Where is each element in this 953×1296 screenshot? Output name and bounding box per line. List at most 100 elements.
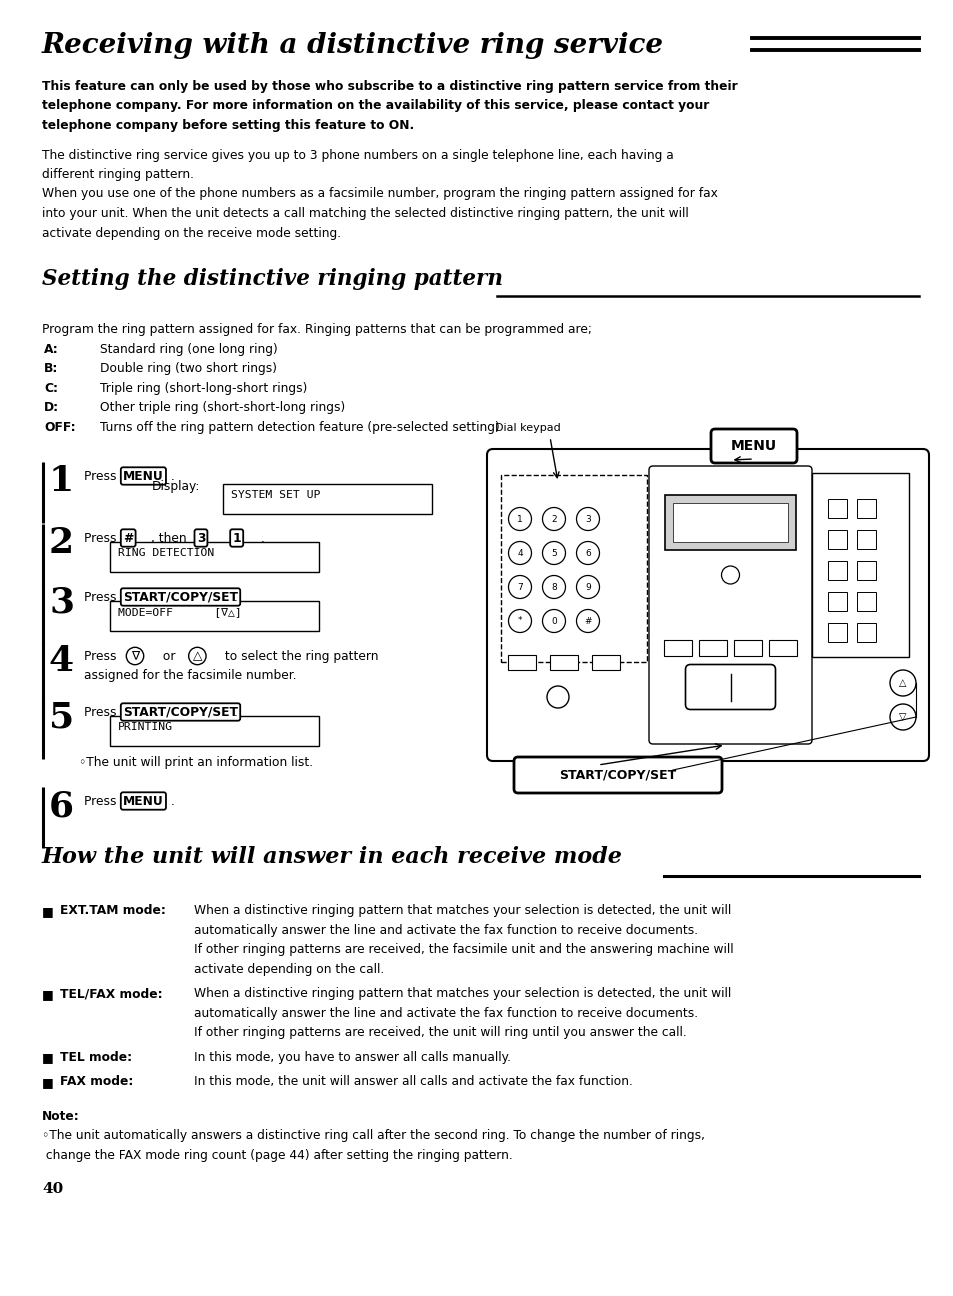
Text: Receiving with a distinctive ring service: Receiving with a distinctive ring servic… (42, 32, 663, 60)
Bar (827, 499, 846, 518)
Text: ■: ■ (42, 1051, 53, 1064)
Circle shape (508, 609, 531, 632)
Text: .: . (260, 531, 264, 544)
Bar (663, 640, 691, 656)
Text: START/COPY/SET: START/COPY/SET (558, 769, 676, 781)
Text: Triple ring (short-long-short rings): Triple ring (short-long-short rings) (100, 381, 307, 394)
Text: 0: 0 (551, 617, 557, 626)
Text: Turns off the ring pattern detection feature (pre-selected setting): Turns off the ring pattern detection fea… (100, 420, 499, 433)
Text: When you use one of the phone numbers as a facsimile number, program the ringing: When you use one of the phone numbers as… (42, 188, 717, 201)
Text: 3: 3 (196, 531, 205, 544)
Text: 5: 5 (49, 700, 74, 734)
Text: 3: 3 (49, 584, 74, 619)
Text: SYSTEM SET UP: SYSTEM SET UP (231, 490, 320, 500)
Text: Press: Press (84, 469, 120, 482)
Text: The distinctive ring service gives you up to 3 phone numbers on a single telepho: The distinctive ring service gives you u… (42, 149, 673, 162)
FancyBboxPatch shape (811, 473, 908, 657)
Bar (856, 561, 875, 581)
Text: 9: 9 (584, 582, 590, 591)
Text: *: * (517, 617, 521, 626)
Text: .: . (233, 591, 237, 604)
FancyBboxPatch shape (514, 757, 721, 793)
Text: activate depending on the receive mode setting.: activate depending on the receive mode s… (42, 227, 341, 240)
Circle shape (889, 670, 915, 696)
Bar (550, 654, 578, 670)
Circle shape (576, 508, 598, 530)
Text: telephone company. For more information on the availability of this service, ple: telephone company. For more information … (42, 100, 709, 113)
Text: How the unit will answer in each receive mode: How the unit will answer in each receive… (42, 846, 622, 868)
Circle shape (508, 508, 531, 530)
Text: △: △ (899, 678, 905, 688)
Text: 2: 2 (49, 526, 74, 560)
Text: Standard ring (one long ring): Standard ring (one long ring) (100, 342, 277, 355)
Text: In this mode, the unit will answer all calls and activate the fax function.: In this mode, the unit will answer all c… (193, 1074, 632, 1089)
Text: automatically answer the line and activate the fax function to receive documents: automatically answer the line and activa… (193, 1007, 698, 1020)
Text: 6: 6 (584, 548, 590, 557)
Text: change the FAX mode ring count (page 44) after setting the ringing pattern.: change the FAX mode ring count (page 44)… (42, 1148, 512, 1161)
Text: ◦The unit will print an information list.: ◦The unit will print an information list… (79, 756, 313, 769)
Text: #: # (583, 617, 591, 626)
Text: Press: Press (84, 794, 120, 807)
Text: 4: 4 (517, 548, 522, 557)
Text: When a distinctive ringing pattern that matches your selection is detected, the : When a distinctive ringing pattern that … (193, 988, 731, 1001)
FancyBboxPatch shape (110, 542, 318, 572)
Circle shape (576, 609, 598, 632)
Text: In this mode, you have to answer all calls manually.: In this mode, you have to answer all cal… (193, 1051, 511, 1064)
Circle shape (508, 542, 531, 565)
Text: or: or (159, 649, 179, 662)
Text: ∇: ∇ (131, 649, 139, 662)
Text: FAX mode:: FAX mode: (60, 1074, 133, 1089)
Text: START/COPY/SET: START/COPY/SET (123, 591, 237, 604)
Text: 7: 7 (517, 582, 522, 591)
Bar (768, 640, 796, 656)
Bar (856, 530, 875, 550)
Bar (856, 592, 875, 610)
Text: △: △ (193, 649, 202, 662)
Text: RING DETECTION: RING DETECTION (118, 548, 214, 559)
FancyBboxPatch shape (223, 483, 432, 515)
Circle shape (542, 609, 565, 632)
Text: START/COPY/SET: START/COPY/SET (123, 705, 237, 718)
FancyBboxPatch shape (710, 429, 796, 463)
Bar (733, 640, 761, 656)
Text: EXT.TAM mode:: EXT.TAM mode: (60, 905, 166, 918)
Text: Press: Press (84, 531, 120, 544)
Text: ■: ■ (42, 905, 53, 918)
Text: , then: , then (152, 531, 191, 544)
Bar (592, 654, 619, 670)
Bar (664, 495, 795, 550)
Bar (672, 503, 787, 542)
Text: MENU: MENU (730, 439, 777, 454)
Text: .: . (171, 794, 174, 807)
Bar (827, 561, 846, 581)
Bar (856, 623, 875, 642)
Text: 4: 4 (49, 644, 74, 678)
Text: 6: 6 (49, 789, 74, 823)
Text: Press: Press (84, 649, 120, 662)
Text: OFF:: OFF: (44, 420, 75, 433)
Circle shape (542, 508, 565, 530)
Circle shape (542, 575, 565, 599)
Bar (827, 530, 846, 550)
Text: #: # (123, 531, 133, 544)
Text: different ringing pattern.: different ringing pattern. (42, 168, 193, 181)
Text: 1: 1 (49, 464, 74, 498)
Text: B:: B: (44, 362, 58, 375)
Text: ■: ■ (42, 1076, 53, 1089)
Text: MENU: MENU (123, 469, 164, 482)
Circle shape (546, 686, 568, 708)
Circle shape (576, 542, 598, 565)
Circle shape (576, 575, 598, 599)
Text: MODE=OFF      [∇△]: MODE=OFF [∇△] (118, 607, 241, 617)
Text: 5: 5 (551, 548, 557, 557)
Text: activate depending on the call.: activate depending on the call. (193, 963, 384, 976)
Text: Press: Press (84, 705, 120, 718)
Text: .: . (233, 705, 237, 718)
Text: ■: ■ (42, 988, 53, 1001)
FancyBboxPatch shape (648, 467, 811, 744)
Bar (507, 654, 536, 670)
Text: .: . (171, 469, 174, 482)
Text: ◦The unit automatically answers a distinctive ring call after the second ring. T: ◦The unit automatically answers a distin… (42, 1129, 704, 1142)
FancyBboxPatch shape (486, 448, 928, 761)
Text: automatically answer the line and activate the fax function to receive documents: automatically answer the line and activa… (193, 924, 698, 937)
